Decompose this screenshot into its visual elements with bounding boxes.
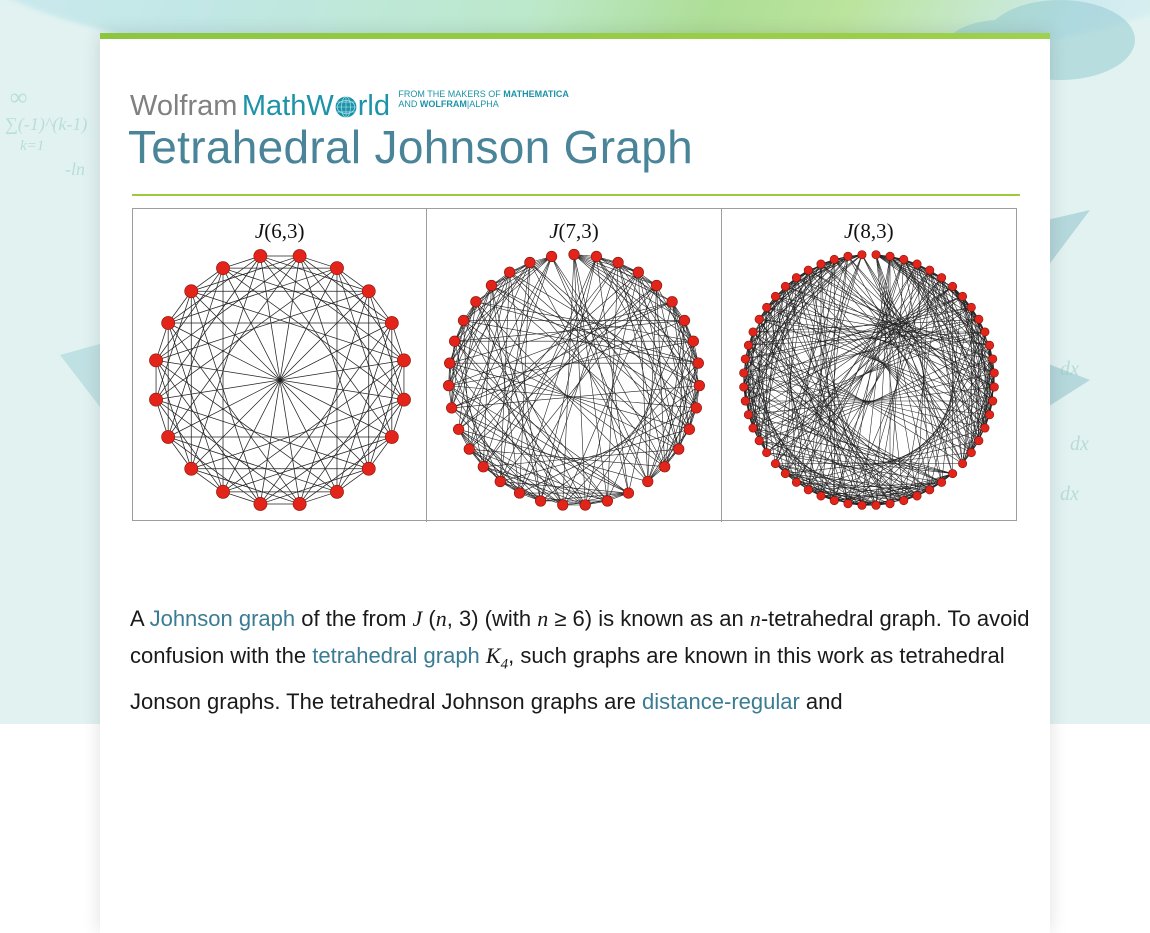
svg-text:-ln: -ln xyxy=(65,159,85,179)
svg-text:∑(-1)^(k-1): ∑(-1)^(k-1) xyxy=(5,114,87,135)
svg-text:dx: dx xyxy=(1060,358,1079,380)
svg-text:∞: ∞ xyxy=(10,85,27,111)
svg-text:k=1: k=1 xyxy=(20,138,44,154)
svg-text:dx: dx xyxy=(1060,483,1079,505)
svg-text:dx: dx xyxy=(1070,433,1089,455)
